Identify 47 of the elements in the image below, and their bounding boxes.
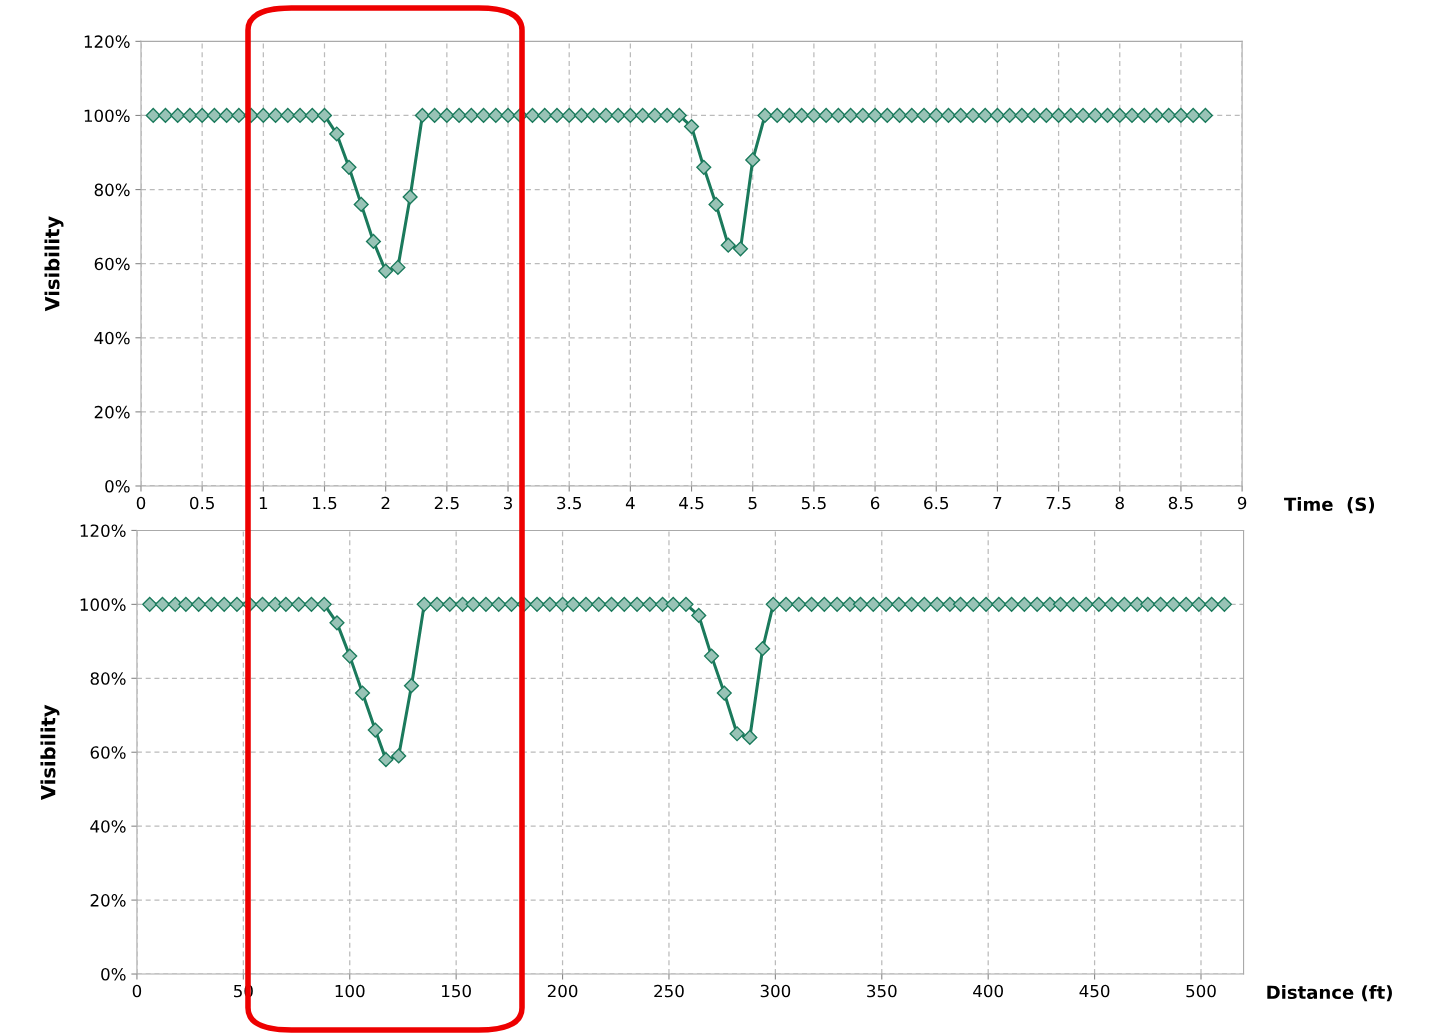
x-tick-label: 2 [381, 496, 390, 510]
x-tick-label: 6 [870, 496, 880, 510]
x-tick-label: 1 [259, 496, 268, 510]
x-tick-label: 0 [136, 496, 146, 510]
y-tick-label: 100% [84, 109, 130, 123]
x-tick-label: 7.5 [1046, 496, 1071, 510]
y-tick-label: 0% [105, 479, 130, 493]
y-tick-label: 120% [80, 524, 126, 538]
y-tick-label: 60% [90, 746, 126, 759]
x-tick-label: 5.5 [801, 496, 826, 510]
y-tick-label: 20% [94, 405, 130, 419]
x-tick-label: 8.5 [1168, 496, 1193, 510]
y-tick-label: 120% [84, 35, 130, 48]
x-tick-label: 6.5 [924, 496, 949, 510]
x-axis-title: Time (S) [1284, 497, 1375, 514]
x-tick-label: 100 [335, 984, 365, 998]
x-tick-label: 7 [993, 496, 1002, 510]
y-tick-label: 40% [94, 331, 130, 345]
x-tick-label: 1.5 [313, 496, 337, 510]
y-tick-label: 0% [101, 967, 126, 981]
y-axis-title: Visibility [44, 216, 64, 312]
x-tick-label: 4.5 [679, 496, 704, 510]
x-tick-label: 150 [442, 984, 471, 998]
y-tick-label: 80% [90, 672, 126, 685]
x-tick-label: 0 [132, 984, 142, 998]
y-tick-label: 40% [90, 820, 126, 833]
x-tick-label: 8 [1115, 496, 1124, 510]
x-tick-label: 3.5 [557, 496, 581, 510]
x-tick-label: 200 [547, 984, 578, 998]
x-tick-label: 9 [1237, 496, 1247, 510]
x-tick-label: 3 [504, 496, 512, 510]
y-tick-label: 80% [94, 183, 130, 197]
y-tick-label: 100% [80, 598, 126, 611]
x-tick-label: 5 [748, 496, 757, 510]
y-tick-label: 20% [90, 894, 126, 907]
x-tick-label: 350 [867, 984, 897, 998]
x-axis-title: Distance (ft) [1267, 985, 1392, 1002]
x-tick-label: 250 [654, 984, 684, 998]
y-tick-label: 60% [94, 257, 130, 271]
x-tick-label: 0.5 [190, 496, 214, 510]
x-tick-label: 450 [1079, 984, 1110, 998]
x-tick-label: 4 [625, 496, 635, 510]
x-tick-label: 300 [760, 984, 791, 998]
x-tick-label: 500 [1186, 984, 1216, 998]
y-axis-title: Visibility [40, 704, 60, 800]
x-tick-label: 2.5 [434, 496, 459, 510]
x-tick-label: 400 [973, 984, 1003, 998]
